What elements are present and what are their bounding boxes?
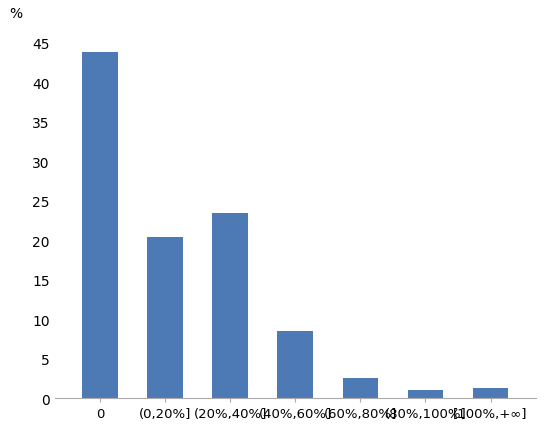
Bar [343,378,378,398]
Bar [277,331,313,398]
Bar [212,214,248,398]
Bar [408,390,443,398]
Bar [82,53,118,398]
Bar [472,388,508,398]
Y-axis label: %: % [9,7,23,21]
Bar [147,237,183,398]
